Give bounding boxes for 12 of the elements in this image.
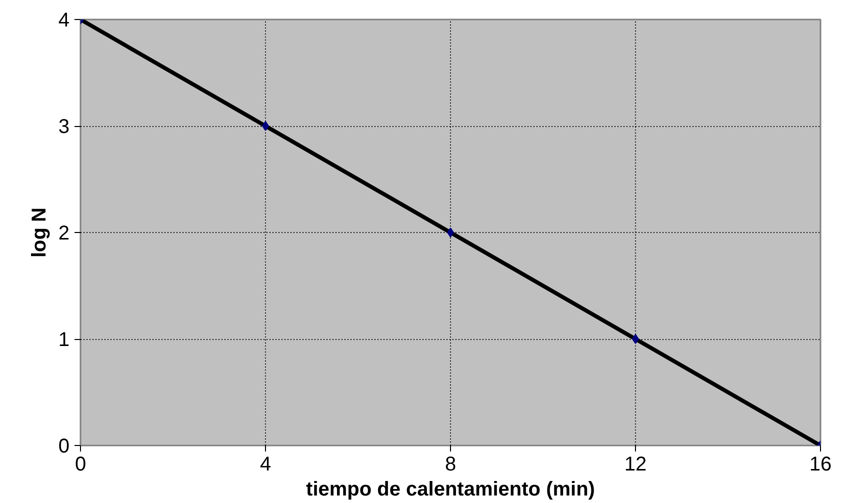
x-tick-label: 4: [260, 454, 272, 476]
x-tick-label: 8: [444, 454, 456, 476]
x-axis-title: tiempo de calentamiento (min): [306, 478, 595, 500]
x-tick-label: 12: [624, 454, 647, 476]
y-axis-title: log N: [28, 207, 50, 258]
y-tick-label: 3: [58, 116, 70, 138]
x-tick-label: 0: [74, 454, 86, 476]
y-tick-label: 1: [58, 329, 70, 351]
y-tick-label: 2: [58, 222, 70, 244]
y-tick-label: 4: [58, 10, 70, 32]
x-tick-label: 16: [809, 454, 832, 476]
y-tick-label: 0: [58, 436, 70, 458]
